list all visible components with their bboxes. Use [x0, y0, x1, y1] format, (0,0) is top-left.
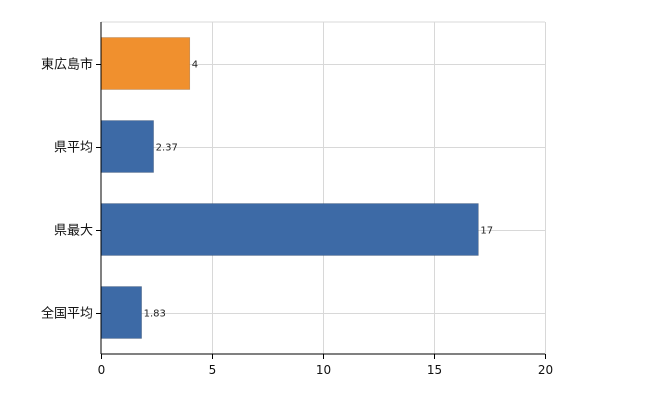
data-labels: 4 2.37 17 1.83	[144, 60, 494, 320]
bar-1	[100, 120, 154, 173]
category-label: 東広島市	[41, 57, 93, 73]
axes	[96, 22, 546, 359]
x-tick-label: 15	[427, 363, 442, 377]
data-label: 1.83	[144, 309, 166, 320]
category-label: 全国平均	[41, 306, 93, 322]
x-tick-label: 20	[538, 363, 553, 377]
data-label: 4	[192, 60, 198, 71]
x-tick-labels: 0 5 10 15 20	[98, 363, 553, 377]
bar-2	[100, 203, 479, 256]
x-tick-label: 10	[316, 363, 331, 377]
data-label: 17	[480, 226, 493, 237]
bar-0	[100, 37, 191, 90]
bars	[100, 37, 479, 339]
bar-3	[100, 286, 142, 339]
category-label: 県最大	[54, 224, 93, 239]
x-tick-label: 5	[209, 363, 217, 377]
category-label: 県平均	[54, 141, 93, 156]
x-tick-label: 0	[98, 363, 106, 377]
data-label: 2.37	[156, 143, 178, 154]
